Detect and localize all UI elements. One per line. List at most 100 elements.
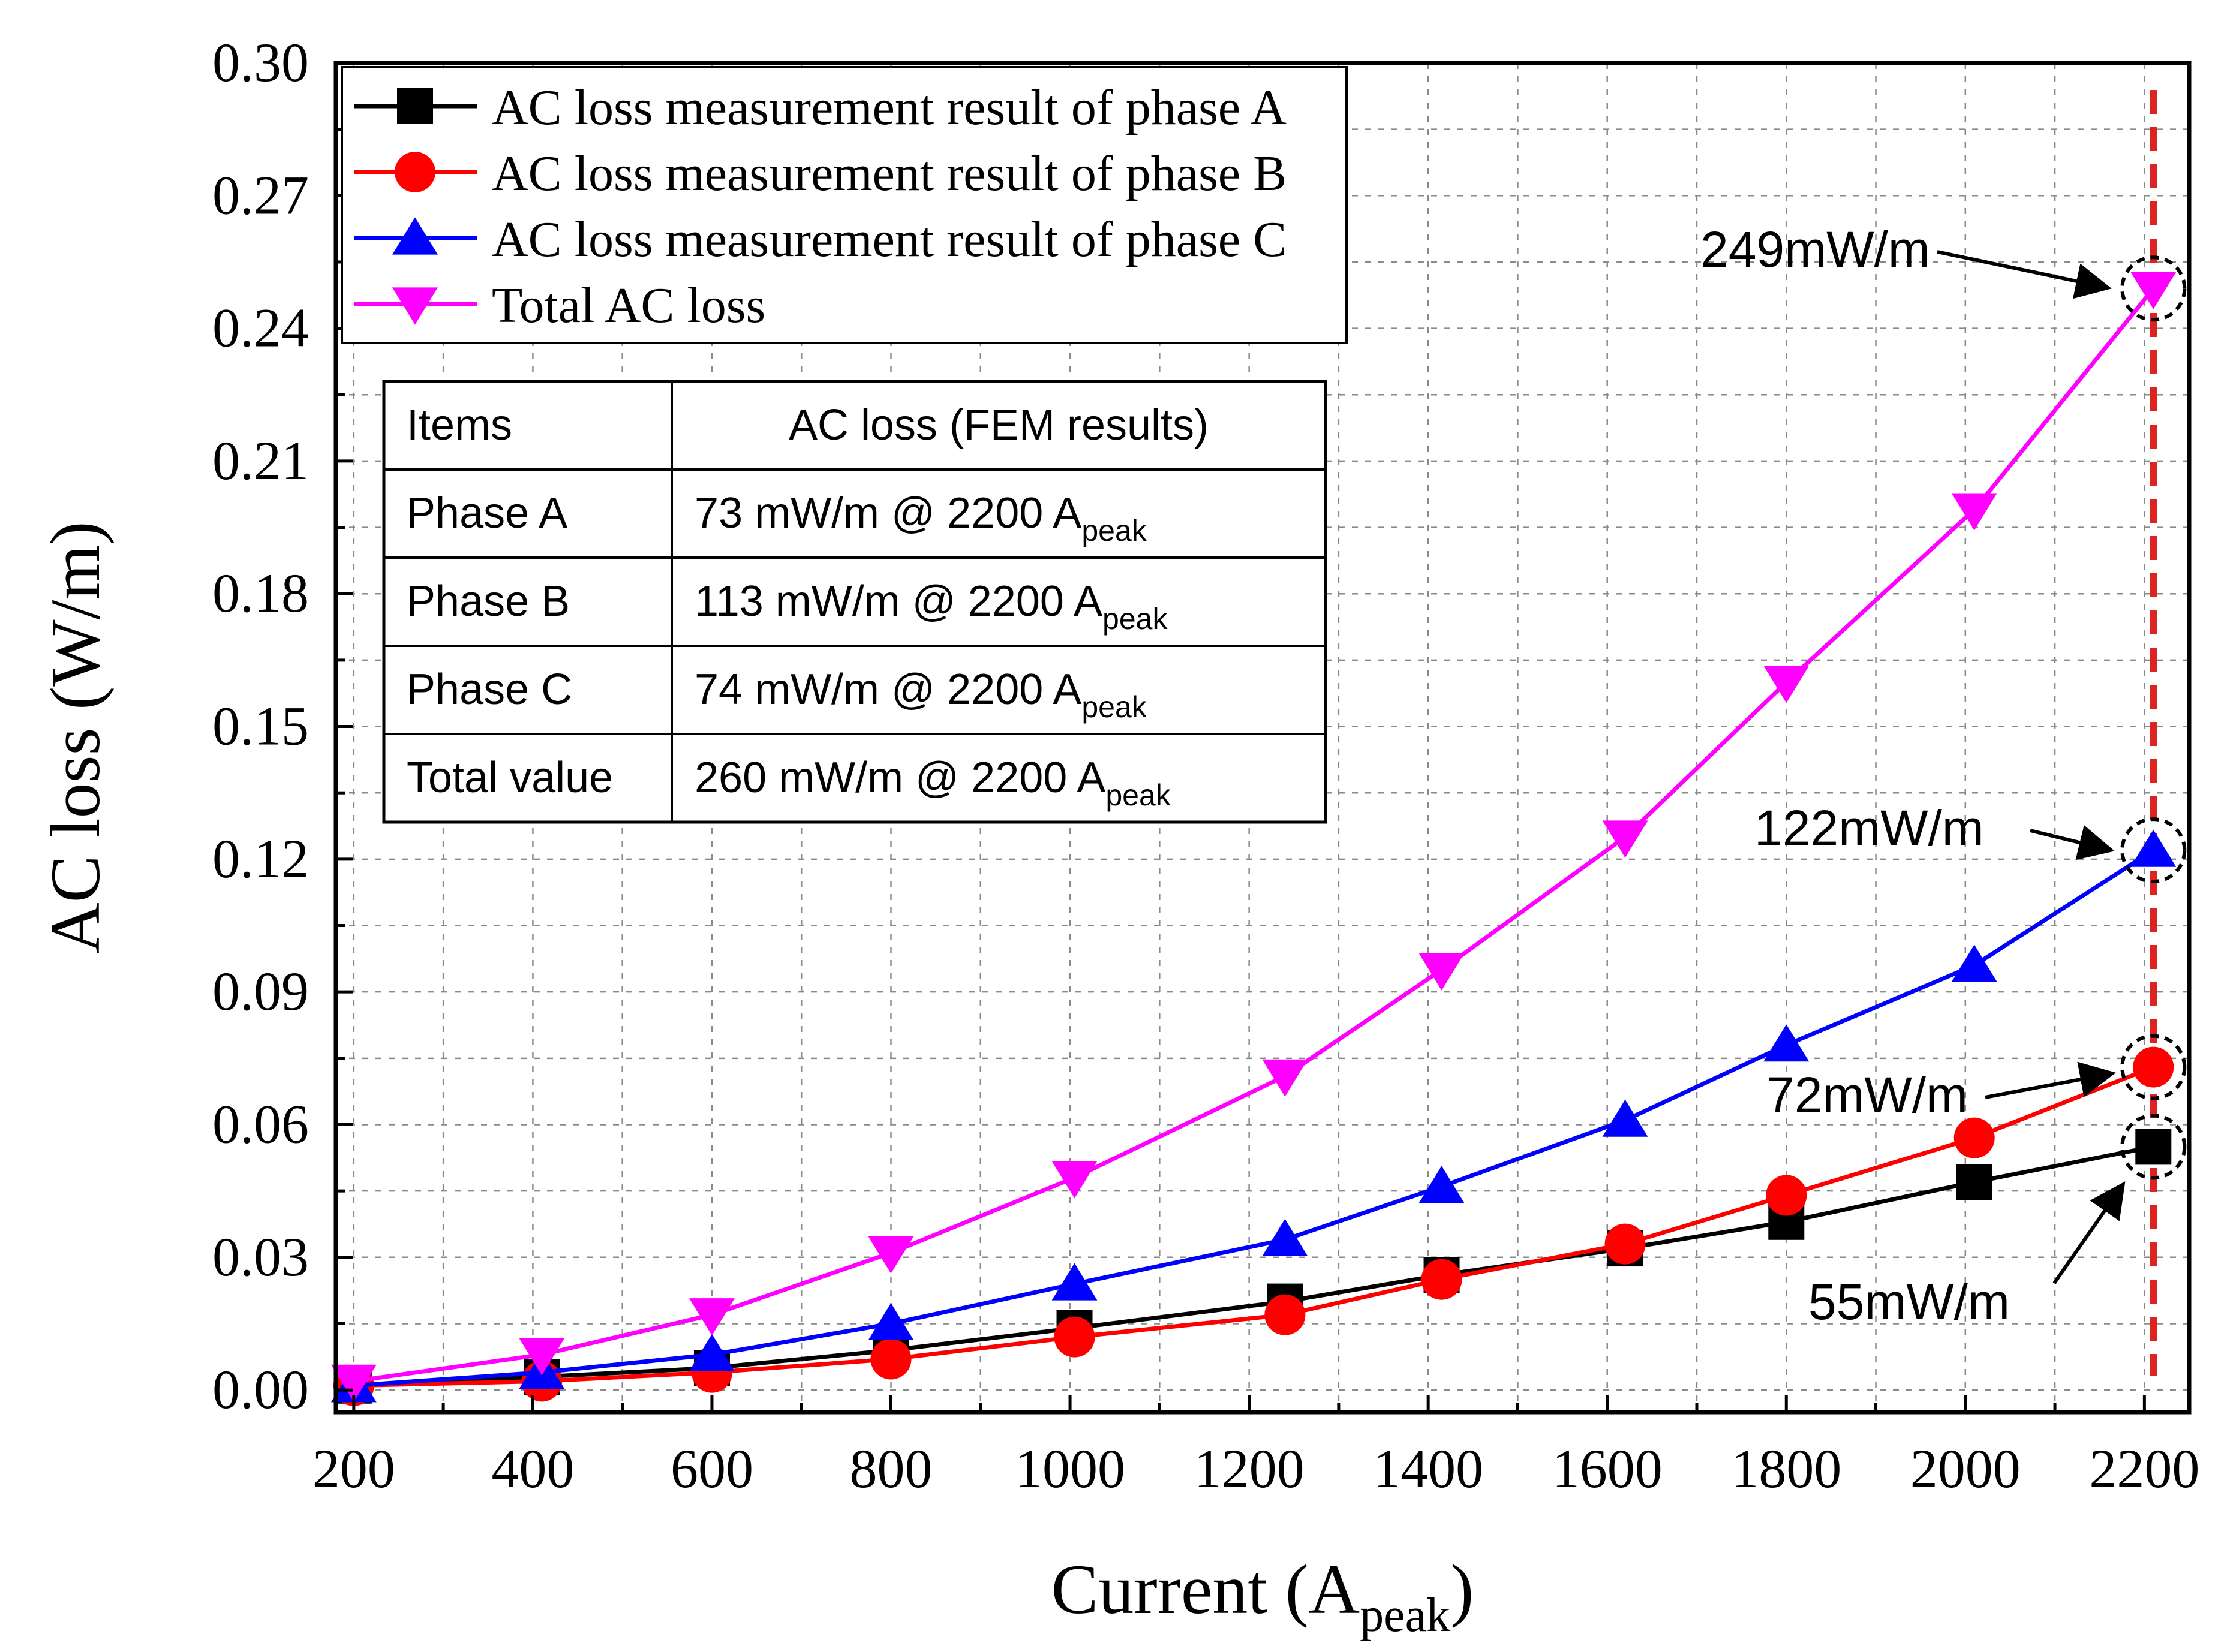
axis-labels: Current (Apeak) AC loss (W/m) <box>36 521 1474 1642</box>
data-point <box>1418 1166 1465 1203</box>
x-tick-label: 2200 <box>2089 1438 2199 1499</box>
annotation: 55mW/m <box>1808 1114 2187 1330</box>
data-point <box>1951 493 1997 531</box>
data-point <box>1763 1024 1810 1062</box>
highlight-circle <box>2120 1034 2187 1100</box>
series-b <box>333 1046 2174 1406</box>
annotations: 249mW/m 122mW/m 72mW/m 55mW/m <box>1700 221 2187 1330</box>
data-point <box>689 1334 735 1371</box>
highlight-circle <box>2120 1114 2187 1180</box>
data-point <box>2133 1046 2174 1088</box>
inset-table: Items AC loss (FEM results) Phase A 73 mW/m… <box>382 380 1327 824</box>
series-a <box>335 1129 2172 1404</box>
data-point <box>1054 1316 1095 1358</box>
legend-marker <box>397 88 433 124</box>
data-point <box>1264 1294 1306 1335</box>
y-tick-label: 0.24 <box>212 297 309 359</box>
plot-frame <box>333 61 2192 1415</box>
data-point <box>1602 820 1648 858</box>
x-tick-label: 1600 <box>1552 1438 1663 1499</box>
annotation-label: 72mW/m <box>1766 1067 1968 1123</box>
table-header-ac-loss: AC loss (FEM results) <box>789 401 1209 449</box>
data-point <box>1766 1175 1807 1216</box>
annotation-arrow <box>1937 250 2112 299</box>
table-cell-value: 113 mW/m @ 2200 Apeak <box>695 577 1168 636</box>
y-tick-label: 0.12 <box>212 828 309 889</box>
x-tick-label: 600 <box>671 1438 753 1499</box>
y-tick-label: 0.18 <box>212 562 309 624</box>
x-tick-label: 1400 <box>1373 1438 1483 1499</box>
table-cell-item: Phase C <box>407 666 572 714</box>
data-point <box>519 1338 565 1376</box>
highlight-circle <box>2120 817 2187 884</box>
legend-entry: AC loss measurement result of phase B <box>354 146 1287 201</box>
series-line <box>353 1144 2154 1388</box>
legend-entry: AC loss measurement result of phase A <box>354 80 1287 136</box>
table-cell-item: Phase A <box>407 489 567 537</box>
data-point <box>1604 1223 1646 1265</box>
data-point <box>1051 1161 1098 1199</box>
data-point <box>1262 1059 1308 1097</box>
annotation-label: 249mW/m <box>1700 221 1930 278</box>
y-tick-label: 0.21 <box>212 430 309 491</box>
data-point <box>1602 1099 1648 1137</box>
annotation: 72mW/m <box>1766 1034 2187 1123</box>
data-point <box>330 1364 377 1402</box>
legend-marker <box>395 152 435 192</box>
legend: AC loss measurement result of phase A AC … <box>341 66 1348 344</box>
axes <box>333 61 2192 1415</box>
annotation-arrow <box>2052 1181 2126 1284</box>
annotation-arrow <box>2030 825 2115 860</box>
legend-entry: AC loss measurement result of phase C <box>354 212 1287 267</box>
x-axis-label: Current (Apeak) <box>1051 1550 1474 1642</box>
data-point <box>2130 829 2177 867</box>
legend-entry: Total AC loss <box>354 278 765 333</box>
data-point <box>1763 666 1810 703</box>
data-point <box>1953 1117 1995 1158</box>
x-tick-label: 1200 <box>1194 1438 1305 1499</box>
legend-label: Total AC loss <box>492 278 765 333</box>
x-tick-label: 1000 <box>1015 1438 1125 1499</box>
legend-label: AC loss measurement result of phase C <box>492 212 1287 267</box>
annotation-arrow <box>1985 1061 2116 1099</box>
data-point <box>2135 1129 2172 1165</box>
data-point <box>1262 1218 1308 1256</box>
x-tick-label: 1800 <box>1731 1438 1841 1499</box>
data-point <box>1421 1259 1462 1300</box>
data-point <box>689 1298 735 1336</box>
series-layer <box>330 272 2177 1406</box>
table-cell-item: Total value <box>407 754 613 802</box>
annotation-label: 55mW/m <box>1808 1274 2010 1330</box>
y-tick-label: 0.27 <box>212 164 309 225</box>
legend-marker <box>392 287 438 325</box>
x-tick-label: 2000 <box>1910 1438 2021 1499</box>
data-point <box>870 1338 912 1380</box>
y-tick-label: 0.03 <box>212 1226 309 1287</box>
annotation: 122mW/m <box>1754 800 2187 884</box>
x-tick-label: 800 <box>850 1438 933 1499</box>
highlight-circle <box>2120 255 2187 322</box>
table-frame <box>382 380 1327 824</box>
y-tick-label: 0.15 <box>212 696 309 757</box>
y-tick-label: 0.09 <box>212 961 309 1022</box>
table-cell-value: 260 mW/m @ 2200 Apeak <box>695 754 1171 812</box>
data-point <box>2130 272 2177 309</box>
y-tick-label: 0.00 <box>212 1359 309 1420</box>
table-header-items: Items <box>407 401 512 449</box>
table-cell-value: 74 mW/m @ 2200 Apeak <box>695 666 1147 724</box>
data-point <box>868 1302 914 1341</box>
data-point <box>1418 953 1465 991</box>
x-tick-label: 200 <box>312 1438 395 1499</box>
data-point <box>1051 1263 1098 1301</box>
x-tick-label: 400 <box>491 1438 574 1499</box>
legend-label: AC loss measurement result of phase B <box>492 146 1287 201</box>
series-total <box>330 272 2177 1402</box>
y-axis-label: AC loss (W/m) <box>36 521 115 953</box>
y-tick-label: 0.30 <box>212 32 309 93</box>
data-point <box>868 1236 914 1274</box>
legend-marker <box>392 217 438 255</box>
annotation: 249mW/m <box>1700 221 2187 322</box>
legend-label: AC loss measurement result of phase A <box>492 80 1287 136</box>
legend-box <box>341 66 1348 344</box>
